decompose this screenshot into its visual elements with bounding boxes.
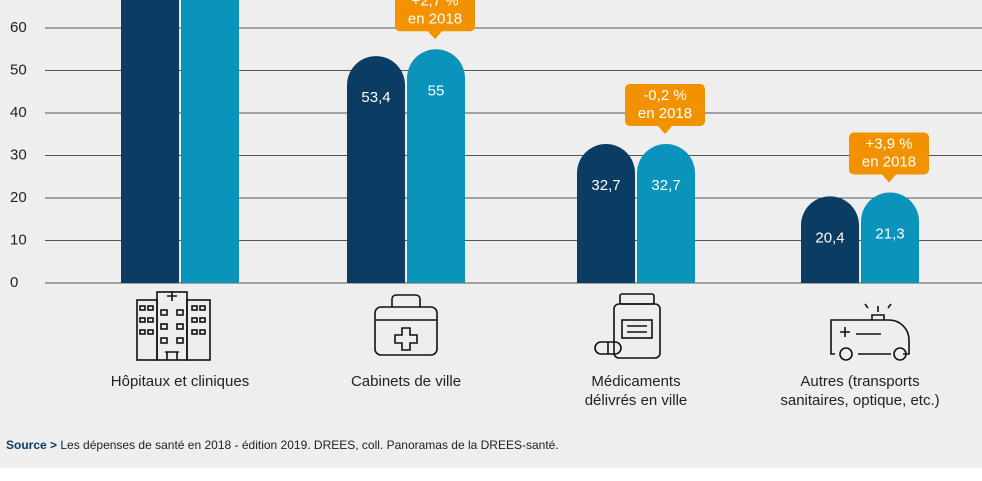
y-tick-label: 60 xyxy=(10,19,27,36)
bar xyxy=(347,56,405,283)
y-tick-label: 40 xyxy=(10,104,27,121)
callout-text: en 2018 xyxy=(638,105,692,122)
category-label: Hôpitaux et cliniques xyxy=(110,373,250,390)
callout-box xyxy=(395,0,475,40)
medical-bag-icon xyxy=(374,294,438,356)
callout-text: en 2018 xyxy=(862,153,916,170)
y-tick-label: 30 xyxy=(10,146,27,163)
category-label: Médicaments délivrés en ville xyxy=(584,373,688,409)
callout-text: +2,7 % xyxy=(411,0,458,9)
value-label: 21,3 xyxy=(875,225,904,242)
y-tick-label: 50 xyxy=(10,62,27,79)
source-label: Source > xyxy=(6,438,58,452)
hospital-icon xyxy=(136,291,211,361)
callout-text: -0,2 % xyxy=(643,87,686,104)
callout-box xyxy=(849,132,929,183)
value-label: 32,7 xyxy=(591,177,620,194)
bar xyxy=(121,0,179,283)
value-label: 55 xyxy=(428,82,445,99)
value-label: 20,4 xyxy=(815,229,844,246)
ambulance-icon xyxy=(830,303,910,361)
callout-text: en 2018 xyxy=(408,10,462,27)
source-text: Les dépenses de santé en 2018 - édition … xyxy=(60,438,559,452)
bar xyxy=(181,0,239,283)
y-tick-label: 10 xyxy=(10,231,27,248)
callout: +2,7 %en 2018 xyxy=(395,0,475,40)
callout-text: +3,9 % xyxy=(865,135,912,152)
bar xyxy=(407,49,465,283)
bar xyxy=(637,144,695,283)
callout-box xyxy=(625,84,705,135)
bars: 53,4 32,7 20,4 55 32,7 21,3 xyxy=(121,0,919,283)
icons xyxy=(136,291,910,361)
callout: +3,9 %en 2018 xyxy=(849,132,929,183)
y-tick-label: 0 xyxy=(10,274,18,291)
value-label: 32,7 xyxy=(651,177,680,194)
y-tick-label: 20 xyxy=(10,189,27,206)
category-label: Autres (transports sanitaires, optique, … xyxy=(780,373,940,409)
bar xyxy=(577,144,635,283)
source: Source > Les dépenses de santé en 2018 -… xyxy=(6,438,559,452)
bar xyxy=(861,192,919,283)
category-label: Cabinets de ville xyxy=(350,373,462,390)
value-label: 53,4 xyxy=(361,89,390,106)
pill-bottle-icon xyxy=(594,293,661,359)
bar xyxy=(801,196,859,283)
callout: -0,2 %en 2018 xyxy=(625,84,705,135)
